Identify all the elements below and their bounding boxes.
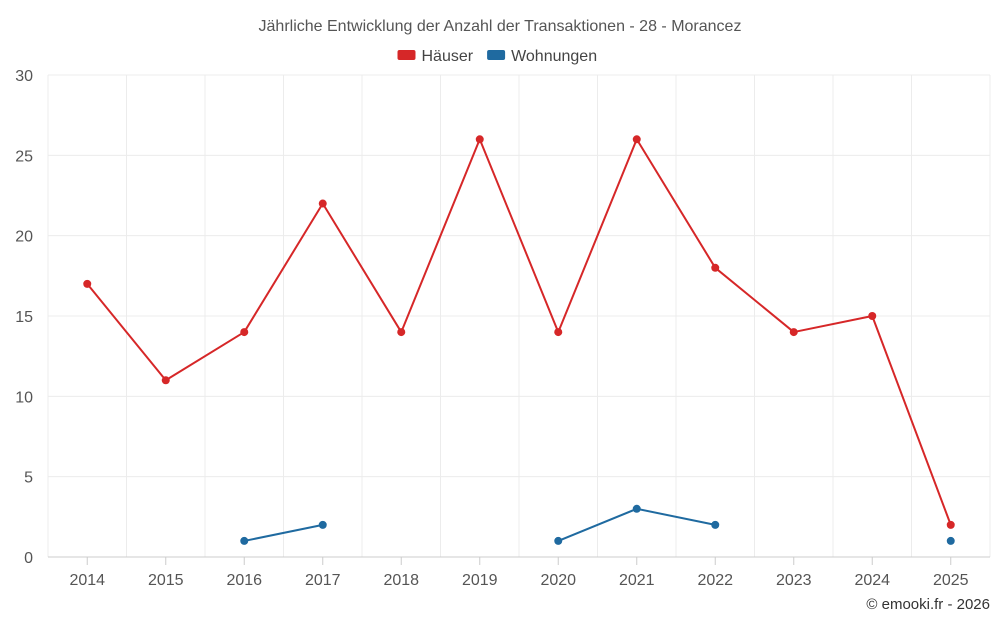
data-point	[397, 328, 406, 337]
data-point	[240, 328, 249, 337]
y-tick-label: 25	[15, 148, 33, 165]
data-point	[946, 536, 955, 545]
x-tick-label: 2024	[854, 572, 890, 589]
x-tick-label: 2014	[69, 572, 105, 589]
x-tick-label: 2018	[383, 572, 419, 589]
legend-label: Häuser	[422, 48, 474, 65]
data-point	[711, 263, 720, 272]
series-line	[557, 507, 716, 542]
data-point	[632, 504, 641, 513]
legend-label: Wohnungen	[511, 48, 597, 65]
x-tick-label: 2017	[305, 572, 341, 589]
data-point	[946, 520, 955, 529]
data-point	[554, 536, 563, 545]
data-point	[318, 199, 327, 208]
series-layer	[83, 135, 955, 545]
credit-text: © emooki.fr - 2026	[866, 596, 990, 613]
data-point	[240, 536, 249, 545]
series-line	[244, 523, 323, 542]
series-häuser	[83, 135, 955, 529]
data-point	[632, 135, 641, 144]
data-point	[318, 520, 327, 529]
data-point	[868, 312, 877, 320]
x-tick-label: 2016	[226, 572, 262, 589]
x-tick-label: 2021	[619, 572, 655, 589]
legend-item: Wohnungen	[487, 48, 597, 65]
x-tick-label: 2023	[776, 572, 812, 589]
x-tick-label: 2015	[148, 572, 184, 589]
series-line	[86, 138, 952, 526]
x-tick-label: 2022	[697, 572, 733, 589]
legend-swatch	[397, 50, 416, 60]
data-point	[83, 279, 92, 288]
data-point	[711, 520, 720, 529]
data-point	[789, 328, 798, 337]
legend-swatch	[487, 50, 506, 60]
legend-item: Häuser	[397, 48, 474, 65]
y-tick-label: 0	[24, 550, 33, 567]
data-point	[161, 376, 170, 385]
x-tick-label: 2025	[933, 572, 969, 589]
x-tick-label: 2020	[540, 572, 576, 589]
data-point	[554, 328, 563, 337]
y-tick-label: 5	[24, 470, 33, 487]
legend: Häuser Wohnungen	[397, 48, 597, 65]
y-tick-label: 10	[15, 389, 33, 406]
grid	[47, 74, 991, 557]
y-tick-label: 30	[15, 68, 33, 85]
y-tick-label: 20	[15, 229, 33, 246]
x-tick-label: 2019	[462, 572, 498, 589]
series-wohnungen	[240, 504, 955, 545]
chart-title: Jährliche Entwicklung der Anzahl der Tra…	[259, 18, 742, 35]
y-tick-label: 15	[15, 309, 33, 326]
data-point	[475, 135, 484, 144]
